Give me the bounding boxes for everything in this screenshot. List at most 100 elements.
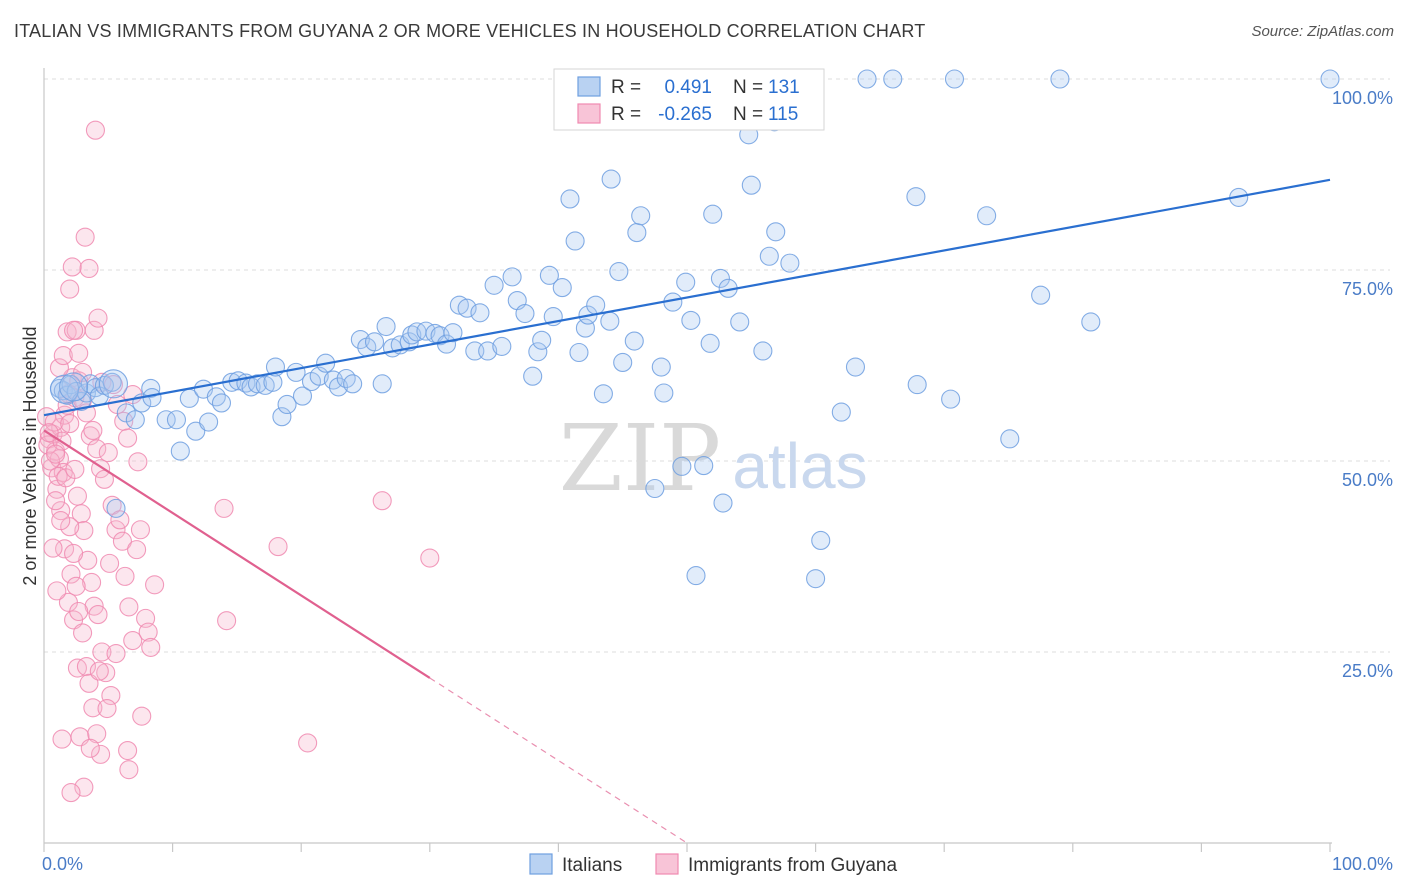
italian-point	[211, 393, 232, 413]
italian-point	[569, 342, 589, 363]
italian-point	[1031, 285, 1051, 305]
guyana-point	[112, 531, 132, 551]
italian-point	[470, 303, 490, 323]
guyana-point	[97, 698, 117, 719]
guyana-point	[84, 320, 104, 340]
guyana-point	[43, 538, 63, 558]
guyana-point	[298, 733, 318, 753]
watermark-zip: ZIP	[559, 405, 721, 512]
italian-point	[372, 374, 392, 394]
guyana-point	[64, 320, 84, 340]
italian-point	[766, 222, 786, 242]
bottom-legend-swatch-italians	[529, 853, 553, 875]
guyana-point	[138, 622, 158, 642]
italian-point	[944, 69, 965, 89]
italian-point	[759, 246, 779, 266]
italian-point	[502, 267, 522, 287]
italian-point	[651, 357, 671, 377]
italian-point	[247, 374, 268, 394]
guyana-point	[123, 630, 143, 651]
guyana-point	[53, 346, 73, 366]
italian-point	[700, 333, 720, 353]
guyana-point	[74, 777, 94, 797]
italian-point	[831, 402, 851, 422]
watermark-atlas: atlas	[732, 430, 867, 502]
italian-point	[206, 387, 226, 407]
guyana-point	[96, 663, 116, 683]
watermark: ZIP atlas	[559, 405, 868, 512]
guyana-point	[51, 511, 71, 531]
y-tick-label: 75.0%	[1342, 279, 1393, 299]
italian-point	[609, 261, 629, 282]
guyana-point	[49, 358, 69, 378]
italian-point	[907, 375, 927, 395]
y-tick-label: 50.0%	[1342, 470, 1393, 490]
italian-point	[780, 253, 800, 273]
italian-point	[883, 69, 903, 89]
guyana-point	[119, 597, 139, 617]
italian-point	[686, 566, 706, 586]
italian-point	[102, 372, 122, 392]
guyana-point	[69, 343, 89, 363]
trendline-italians	[43, 178, 1331, 417]
italian-point	[478, 341, 498, 361]
italian-point	[449, 295, 469, 315]
guyana-point	[119, 760, 139, 780]
italian-point	[106, 498, 126, 518]
italian-point	[170, 441, 190, 461]
italian-point	[811, 530, 831, 551]
series-italians-points	[49, 69, 1340, 589]
guyana-point	[79, 258, 99, 279]
legend-n-value-guyana: 115	[768, 104, 798, 125]
guyana-point	[85, 120, 105, 140]
italian-point	[565, 231, 585, 251]
guyana-point	[118, 741, 138, 761]
stats-legend: R = 0.491 N = 131 R = -0.265 N = 115	[553, 68, 825, 131]
guyana-point	[61, 783, 81, 803]
italian-point	[560, 189, 580, 209]
italian-point	[532, 330, 552, 350]
italian-point	[255, 375, 275, 395]
guyana-point	[64, 543, 84, 563]
italian-point	[484, 275, 504, 295]
guyana-point	[74, 520, 94, 541]
guyana-point	[106, 520, 126, 540]
italian-point	[528, 342, 548, 362]
legend-r-label-guyana: R =	[611, 104, 641, 125]
italian-point	[50, 374, 80, 404]
guyana-point	[79, 673, 99, 693]
guyana-point	[110, 510, 130, 530]
guyana-point	[83, 420, 103, 440]
bottom-legend-swatch-guyana	[655, 853, 679, 875]
italian-point	[125, 410, 145, 430]
guyana-point	[132, 706, 152, 726]
italian-point	[272, 407, 292, 427]
guyana-point	[127, 540, 147, 560]
italian-point	[376, 316, 396, 337]
guyana-point	[75, 227, 95, 247]
legend-r-value-italians: 0.491	[664, 77, 712, 98]
guyana-point	[48, 466, 68, 486]
legend-r-label-italians: R =	[611, 77, 641, 98]
italian-point	[277, 394, 297, 415]
guyana-point	[128, 452, 148, 472]
y-axis-title: 2 or more Vehicles in Household	[20, 326, 40, 585]
series-legend: Italians Immigrants from Guyana	[529, 853, 897, 876]
gridlines	[44, 78, 1390, 653]
y-tick-label: 25.0%	[1342, 661, 1393, 681]
italian-point	[492, 336, 512, 356]
guyana-point	[67, 486, 87, 506]
italian-point	[645, 478, 665, 499]
x-tick-label: 0.0%	[42, 854, 83, 874]
guyana-point	[98, 443, 118, 463]
guyana-point	[88, 605, 108, 625]
guyana-point	[47, 581, 67, 601]
guyana-point	[87, 439, 107, 459]
guyana-point	[66, 576, 86, 596]
chart-source: Source: ZipAtlas.com	[1251, 23, 1394, 40]
italian-point	[624, 331, 644, 351]
guyana-point	[118, 428, 138, 448]
italian-point	[710, 268, 730, 288]
